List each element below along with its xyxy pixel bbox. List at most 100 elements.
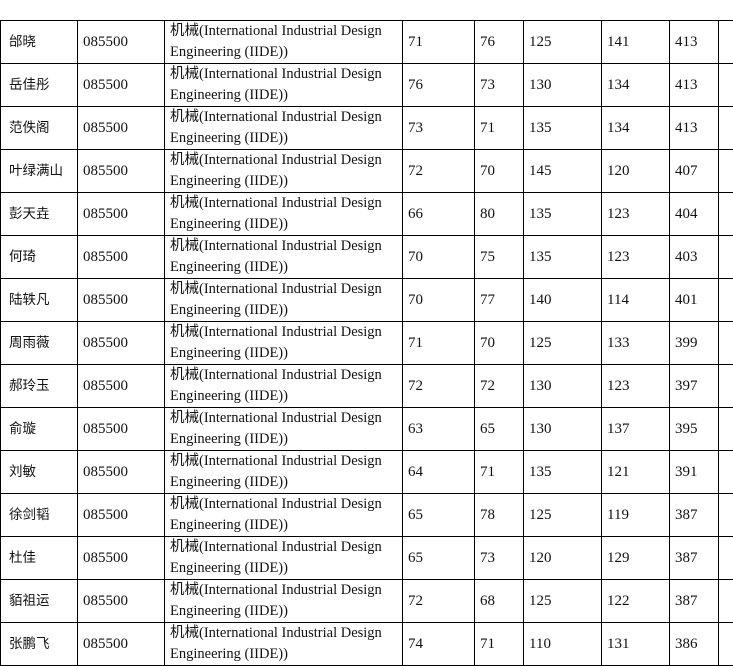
name-cell: 陆轶凡 [1,279,78,322]
name-cell: 何琦 [1,236,78,279]
score1-cell: 73 [403,107,475,150]
score2-cell: 70 [475,150,524,193]
score2-cell: 80 [475,193,524,236]
score4-cell: 120 [602,150,670,193]
program-cell: 机械(International Industrial Design Engin… [165,236,403,279]
score3-cell: 125 [524,21,602,64]
score2-cell: 77 [475,279,524,322]
program-cell: 机械(International Industrial Design Engin… [165,408,403,451]
total-cell: 413 [670,64,719,107]
score3-cell: 135 [524,107,602,150]
total-cell: 407 [670,150,719,193]
score2-cell: 71 [475,623,524,666]
score1-cell: 66 [403,193,475,236]
score3-cell: 140 [524,279,602,322]
score2-cell: 76 [475,21,524,64]
score4-cell: 141 [602,21,670,64]
empty-cell [719,193,733,236]
score3-cell: 130 [524,64,602,107]
total-cell: 401 [670,279,719,322]
program-cell: 机械(International Industrial Design Engin… [165,322,403,365]
total-cell: 387 [670,580,719,623]
empty-cell [719,21,733,64]
score1-cell: 72 [403,365,475,408]
code-cell: 085500 [78,365,165,408]
empty-cell [719,107,733,150]
total-cell: 387 [670,494,719,537]
code-cell: 085500 [78,107,165,150]
code-cell: 085500 [78,279,165,322]
code-cell: 085500 [78,236,165,279]
score4-cell: 123 [602,193,670,236]
program-cell: 机械(International Industrial Design Engin… [165,537,403,580]
score1-cell: 72 [403,580,475,623]
score2-cell: 65 [475,408,524,451]
program-cell: 机械(International Industrial Design Engin… [165,451,403,494]
program-cell: 机械(International Industrial Design Engin… [165,279,403,322]
score4-cell: 114 [602,279,670,322]
total-cell: 399 [670,322,719,365]
empty-cell [719,580,733,623]
score1-cell: 63 [403,408,475,451]
code-cell: 085500 [78,21,165,64]
score1-cell: 70 [403,236,475,279]
score4-cell: 129 [602,537,670,580]
program-cell: 机械(International Industrial Design Engin… [165,64,403,107]
empty-cell [719,150,733,193]
code-cell: 085500 [78,193,165,236]
code-cell: 085500 [78,537,165,580]
score1-cell: 65 [403,537,475,580]
total-cell: 404 [670,193,719,236]
score4-cell: 134 [602,64,670,107]
total-cell: 413 [670,21,719,64]
score4-cell: 119 [602,494,670,537]
score2-cell: 73 [475,537,524,580]
score4-cell: 122 [602,580,670,623]
score3-cell: 135 [524,193,602,236]
name-cell: 彭天垚 [1,193,78,236]
score3-cell: 130 [524,408,602,451]
program-cell: 机械(International Industrial Design Engin… [165,365,403,408]
program-cell: 机械(International Industrial Design Engin… [165,580,403,623]
score4-cell: 137 [602,408,670,451]
name-cell: 郝玲玉 [1,365,78,408]
code-cell: 085500 [78,150,165,193]
score1-cell: 71 [403,322,475,365]
score1-cell: 74 [403,623,475,666]
empty-cell [719,408,733,451]
score1-cell: 70 [403,279,475,322]
code-cell: 085500 [78,580,165,623]
name-cell: 俞璇 [1,408,78,451]
empty-cell [719,64,733,107]
total-cell: 391 [670,451,719,494]
empty-cell [719,365,733,408]
score2-cell: 70 [475,322,524,365]
empty-cell [719,279,733,322]
name-cell: 张鹏飞 [1,623,78,666]
score4-cell: 121 [602,451,670,494]
name-cell: 岳佳彤 [1,64,78,107]
score4-cell: 123 [602,365,670,408]
score4-cell: 131 [602,623,670,666]
total-cell: 395 [670,408,719,451]
score2-cell: 71 [475,107,524,150]
total-cell: 403 [670,236,719,279]
program-cell: 机械(International Industrial Design Engin… [165,21,403,64]
empty-cell [719,494,733,537]
score2-cell: 68 [475,580,524,623]
score1-cell: 64 [403,451,475,494]
total-cell: 397 [670,365,719,408]
score3-cell: 110 [524,623,602,666]
empty-cell [719,537,733,580]
total-cell: 386 [670,623,719,666]
score4-cell: 133 [602,322,670,365]
